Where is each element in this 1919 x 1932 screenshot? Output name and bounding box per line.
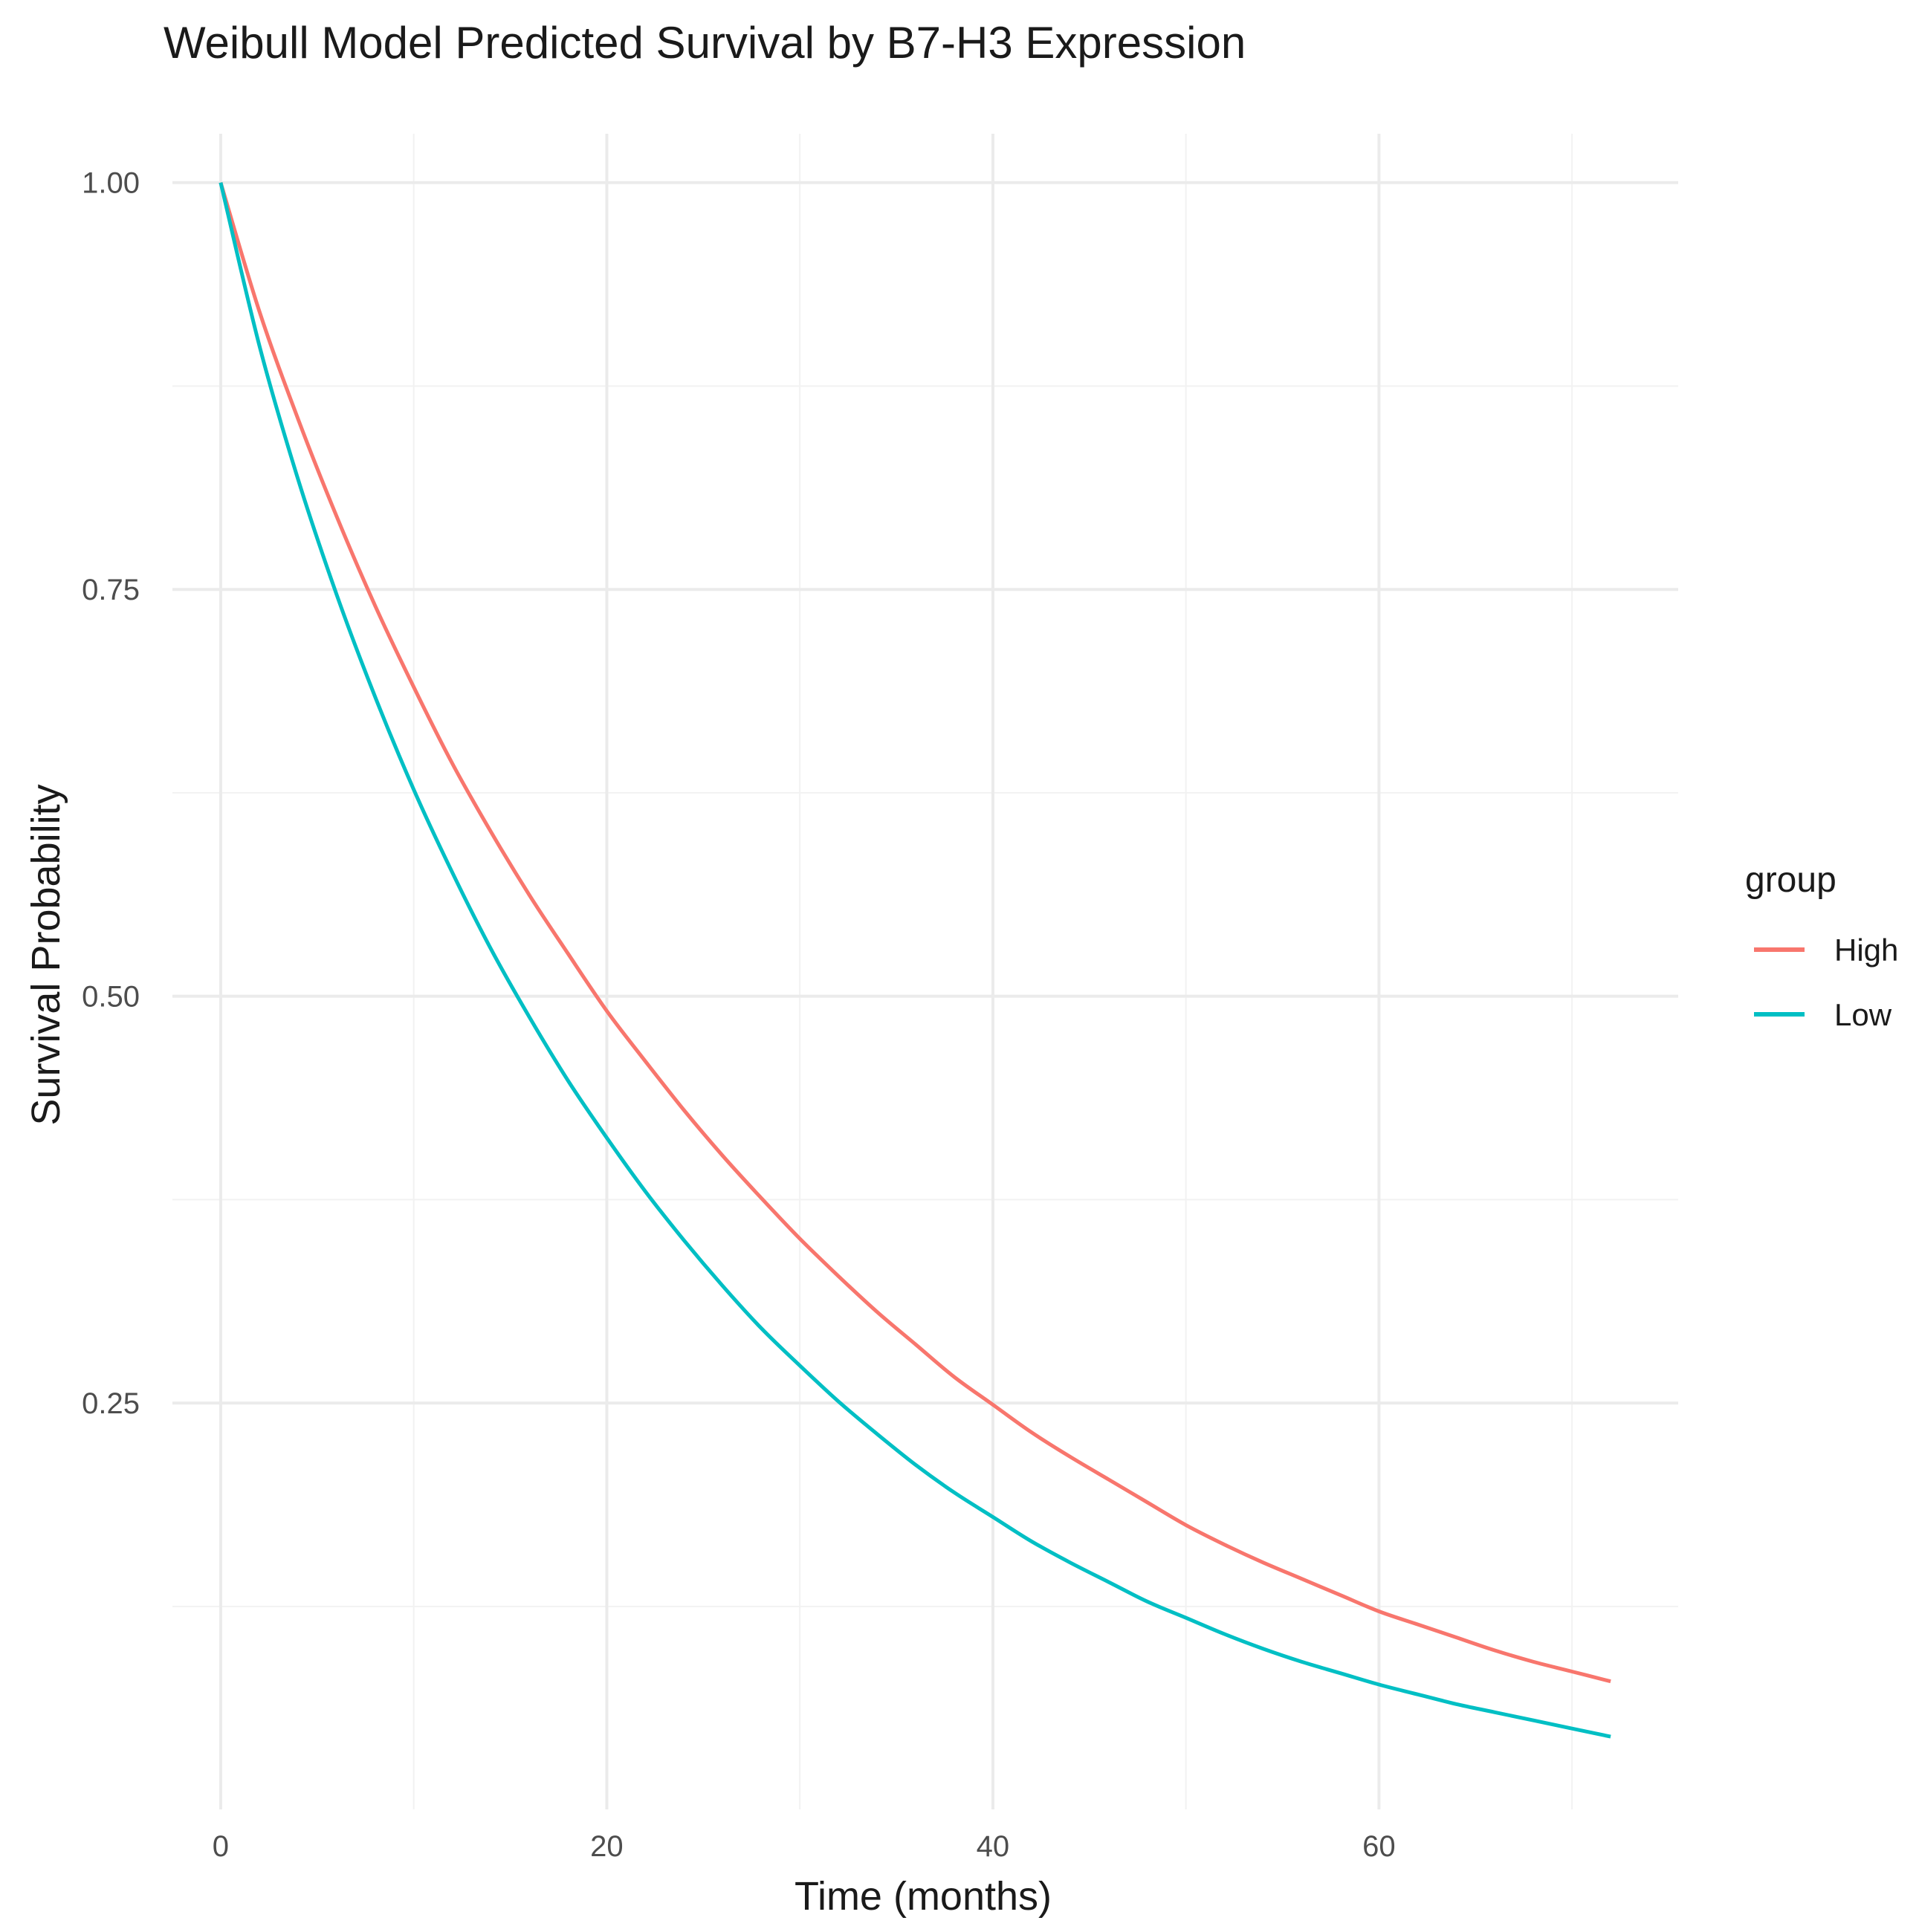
y-tick-label: 0.75 <box>82 574 140 606</box>
series-line-low <box>219 182 1611 1739</box>
series-lines <box>219 181 1611 1739</box>
series-line-high <box>219 181 1611 1684</box>
legend: group High Low <box>1745 860 1898 1032</box>
legend-title: group <box>1745 860 1837 900</box>
legend-label-high: High <box>1834 933 1898 967</box>
chart-title: Weibull Model Predicted Survival by B7-H… <box>164 18 1246 68</box>
x-tick-label: 20 <box>590 1830 624 1863</box>
y-tick-label: 0.25 <box>82 1387 140 1420</box>
x-tick-label: 60 <box>1362 1830 1396 1863</box>
x-tick-label: 40 <box>977 1830 1010 1863</box>
x-axis-title: Time (months) <box>795 1874 1052 1919</box>
axis-ticks: 0 20 40 60 0.25 0.50 0.75 1.00 <box>82 167 1396 1863</box>
y-axis-title: Survival Probability <box>24 784 68 1125</box>
x-tick-label: 0 <box>213 1830 229 1863</box>
y-tick-label: 1.00 <box>82 167 140 200</box>
grid <box>172 134 1678 1809</box>
y-tick-label: 0.50 <box>82 981 140 1014</box>
legend-label-low: Low <box>1834 997 1892 1032</box>
